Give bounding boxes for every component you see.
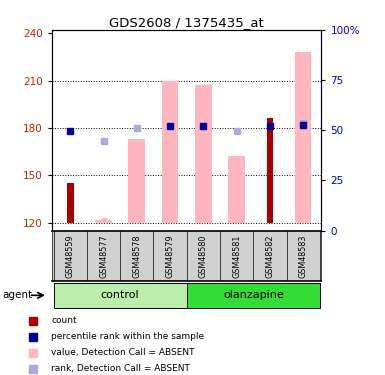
Bar: [266, 118, 273, 223]
Text: agent: agent: [3, 290, 33, 300]
Bar: [228, 156, 245, 223]
Bar: [67, 183, 74, 223]
Text: GSM48581: GSM48581: [232, 235, 241, 278]
Text: rank, Detection Call = ABSENT: rank, Detection Call = ABSENT: [51, 364, 190, 373]
Text: count: count: [51, 316, 77, 325]
Text: value, Detection Call = ABSENT: value, Detection Call = ABSENT: [51, 348, 195, 357]
Bar: [187, 283, 320, 308]
Text: GSM48583: GSM48583: [299, 235, 308, 278]
Text: GSM48578: GSM48578: [132, 235, 141, 278]
Bar: [195, 85, 212, 223]
Text: GSM48582: GSM48582: [265, 235, 275, 278]
Bar: [162, 81, 178, 223]
Title: GDS2608 / 1375435_at: GDS2608 / 1375435_at: [109, 16, 264, 29]
Bar: [129, 139, 145, 223]
Bar: [295, 52, 311, 223]
Text: GSM48577: GSM48577: [99, 235, 108, 278]
Bar: [54, 283, 187, 308]
Bar: [95, 220, 112, 223]
Text: control: control: [101, 290, 139, 300]
Text: olanzapine: olanzapine: [223, 290, 284, 300]
Text: GSM48559: GSM48559: [66, 235, 75, 278]
Text: percentile rank within the sample: percentile rank within the sample: [51, 332, 204, 341]
Text: GSM48579: GSM48579: [166, 235, 174, 278]
Text: GSM48580: GSM48580: [199, 235, 208, 278]
